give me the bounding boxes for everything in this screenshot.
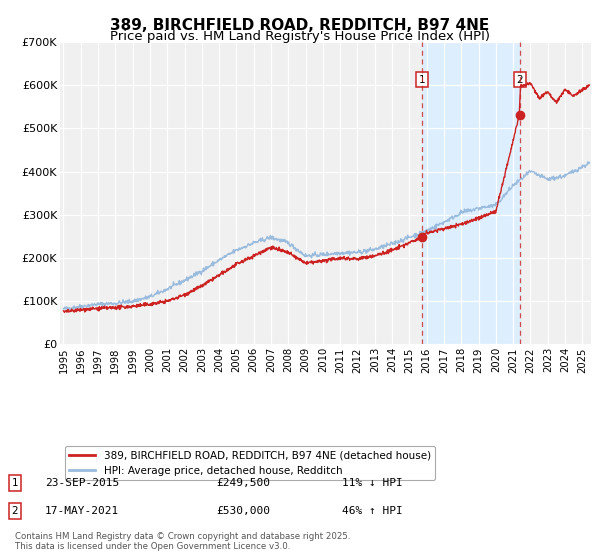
Text: 2: 2 (517, 75, 523, 85)
Bar (422, 42, 520, 344)
Text: 1: 1 (11, 478, 19, 488)
Text: £530,000: £530,000 (216, 506, 270, 516)
Text: Contains HM Land Registry data © Crown copyright and database right 2025.
This d: Contains HM Land Registry data © Crown c… (15, 532, 350, 551)
Legend: 389, BIRCHFIELD ROAD, REDDITCH, B97 4NE (detached house), HPI: Average price, de: 389, BIRCHFIELD ROAD, REDDITCH, B97 4NE … (65, 446, 435, 480)
Text: 389, BIRCHFIELD ROAD, REDDITCH, B97 4NE: 389, BIRCHFIELD ROAD, REDDITCH, B97 4NE (110, 18, 490, 33)
Text: 11% ↓ HPI: 11% ↓ HPI (342, 478, 403, 488)
Text: 2: 2 (11, 506, 19, 516)
Text: £249,500: £249,500 (216, 478, 270, 488)
Text: 23-SEP-2015: 23-SEP-2015 (45, 478, 119, 488)
Text: 46% ↑ HPI: 46% ↑ HPI (342, 506, 403, 516)
Text: 1: 1 (419, 75, 425, 85)
Text: 17-MAY-2021: 17-MAY-2021 (45, 506, 119, 516)
Text: Price paid vs. HM Land Registry's House Price Index (HPI): Price paid vs. HM Land Registry's House … (110, 30, 490, 43)
